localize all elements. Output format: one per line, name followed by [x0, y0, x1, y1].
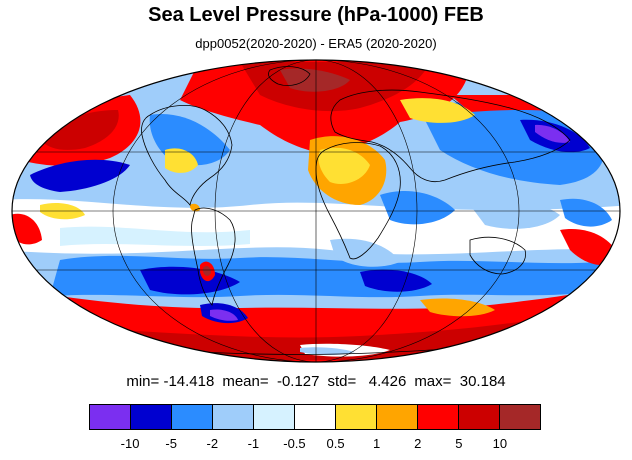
colorbar-tick-label: 2: [414, 436, 422, 451]
colorbar-swatch: [500, 405, 540, 429]
colorbar-swatch: [90, 405, 131, 429]
map-border: [11, 59, 621, 363]
colorbar-swatch: [336, 405, 377, 429]
colorbar-swatch: [418, 405, 459, 429]
stat-std: std= 4.426: [327, 373, 407, 390]
colorbar-swatch: [254, 405, 295, 429]
colorbar-tick-label: -10: [120, 436, 140, 451]
colorbar-swatch: [172, 405, 213, 429]
colorbar-tick-label: 10: [492, 436, 508, 451]
statistics-line: min= -14.418 mean= -0.127 std= 4.426 max= 3…: [0, 373, 632, 390]
colorbar-swatch: [295, 405, 336, 429]
colorbar-swatch: [377, 405, 418, 429]
colorbar-labels: -10 -5 -2 -1 -0.5 0.5 1 2 5 10: [89, 436, 541, 454]
stat-mean: mean= -0.127: [222, 373, 320, 390]
plot-title: Sea Level Pressure (hPa-1000) FEB: [148, 4, 484, 26]
colorbar-swatch: [131, 405, 172, 429]
colorbar-tick-label: -5: [165, 436, 177, 451]
plot-subtitle: dpp0052(2020-2020) - ERA5 (2020-2020): [195, 36, 437, 51]
colorbar-tick-label: -0.5: [283, 436, 306, 451]
colorbar-tick-label: 0.5: [326, 436, 345, 451]
colorbar-tick-label: -1: [247, 436, 260, 451]
colorbar-tick-label: -2: [206, 436, 219, 451]
colorbar: [89, 404, 541, 430]
stat-max: max= 30.184: [414, 373, 506, 390]
colorbar-tick-label: 1: [373, 436, 381, 451]
stat-min: min= -14.418: [126, 373, 215, 390]
colorbar-swatch: [213, 405, 254, 429]
colorbar-swatch: [459, 405, 500, 429]
colorbar-tick-label: 5: [455, 436, 463, 451]
mollweide-map: [11, 59, 621, 363]
